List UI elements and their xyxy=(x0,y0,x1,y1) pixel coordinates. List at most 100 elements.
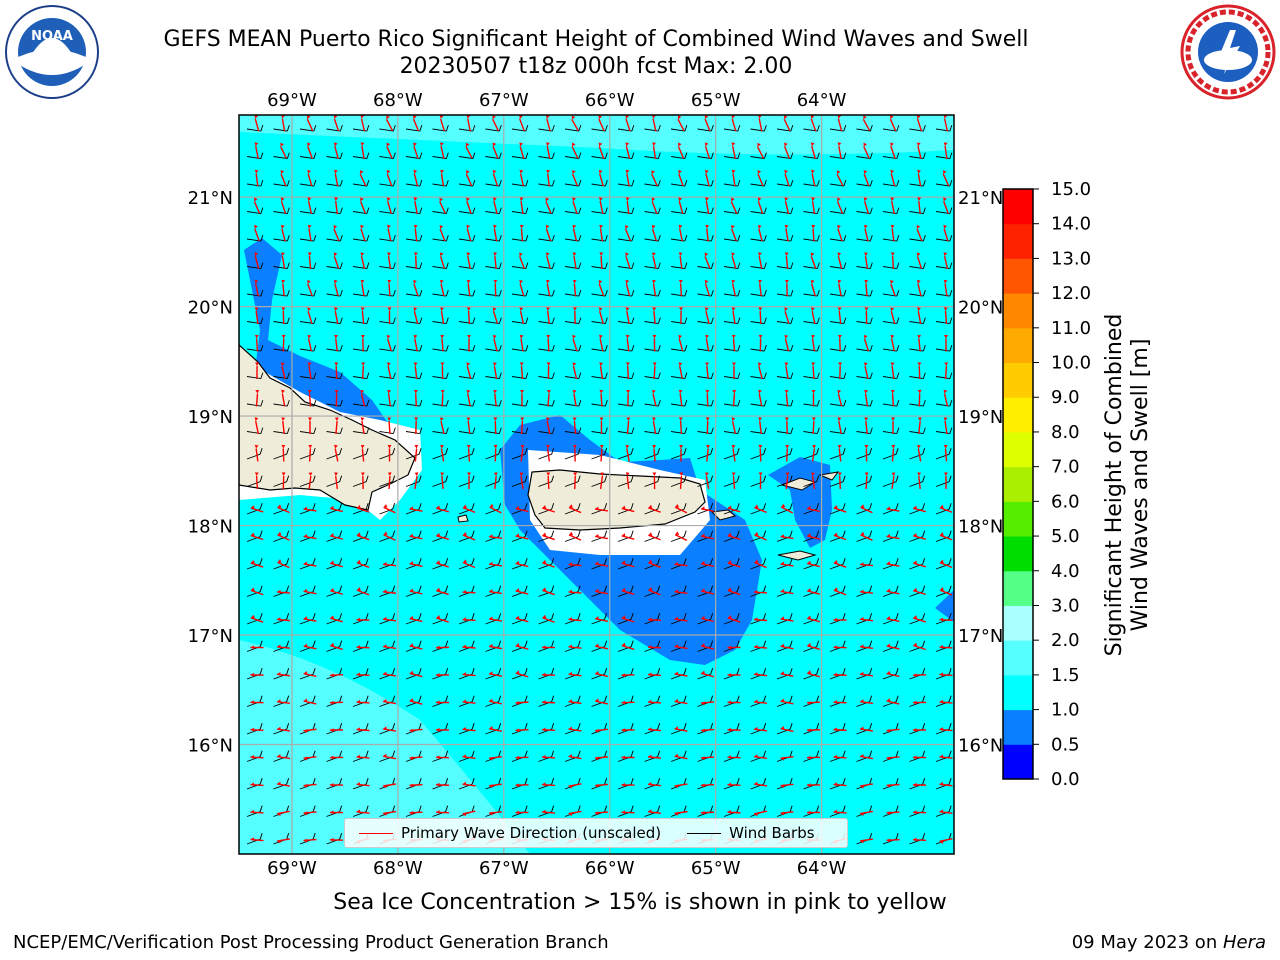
wind-barb-flag xyxy=(260,262,264,269)
wave-arrowhead xyxy=(811,197,815,202)
wind-barb-flag xyxy=(339,530,343,537)
wind-barb-flag xyxy=(445,448,449,455)
wave-arrow xyxy=(674,506,688,514)
wave-arrowhead xyxy=(360,307,365,312)
wind-barb-flag xyxy=(445,585,449,592)
wind-barb-flag xyxy=(392,317,396,324)
wave-arrow xyxy=(282,283,285,297)
wave-arrowhead xyxy=(281,115,285,119)
wind-barb-shaft xyxy=(909,211,924,215)
wind-barb-flag xyxy=(737,427,741,434)
wave-arrowhead xyxy=(599,197,603,202)
wind-barb-flag xyxy=(948,475,952,482)
wind-barb-flag xyxy=(577,448,581,455)
wave-arrowhead xyxy=(785,417,789,422)
wind-barb-flag xyxy=(259,640,263,647)
wave-arrowhead xyxy=(917,444,921,449)
wave-arrow xyxy=(599,475,604,490)
wind-barb-flag xyxy=(524,613,528,620)
wave-arrowhead xyxy=(568,784,573,789)
wave-arrowhead xyxy=(515,728,520,733)
wave-arrowhead xyxy=(359,170,364,175)
wave-arrowhead xyxy=(277,812,281,817)
wind-barb-flag xyxy=(737,152,741,159)
wind-barb-flag xyxy=(577,613,581,620)
wind-barb-flag xyxy=(763,289,767,297)
wind-barb-shaft xyxy=(644,453,658,460)
wave-arrowhead xyxy=(440,472,445,477)
wind-barb-shaft xyxy=(458,183,473,187)
wave-arrowhead xyxy=(515,505,520,510)
wind-barb-flag xyxy=(313,372,317,379)
wave-arrow xyxy=(917,173,922,187)
wave-arrow xyxy=(811,173,816,187)
wave-arrowhead xyxy=(250,837,255,842)
wind-barb-flag xyxy=(895,558,899,565)
wave-arrowhead xyxy=(489,811,493,816)
wind-barb-flag xyxy=(816,750,820,757)
wave-arrow xyxy=(785,228,789,242)
wave-arrow xyxy=(254,256,260,269)
wave-arrow xyxy=(494,475,497,490)
wind-barb-flag xyxy=(922,530,926,537)
colorbar-tick-labels: 15.014.013.012.011.010.09.08.07.06.05.04… xyxy=(1033,179,1091,790)
wind-barb-shaft xyxy=(564,481,579,487)
wave-arrow xyxy=(413,311,419,324)
wind-barb-flag xyxy=(842,750,846,757)
wave-arrowhead xyxy=(916,252,921,257)
wind-barb-flag xyxy=(365,668,369,675)
wave-arrowhead xyxy=(943,115,948,119)
wave-arrow xyxy=(944,420,948,435)
wave-arrow xyxy=(705,311,710,324)
wave-arrow xyxy=(944,310,948,325)
wave-arrow xyxy=(255,145,259,160)
wind-barb-shaft xyxy=(299,266,314,270)
wave-arrowhead xyxy=(254,115,259,119)
wave-arrowhead xyxy=(572,334,576,339)
wave-arrow xyxy=(812,420,815,435)
wind-barb-flag xyxy=(392,234,396,242)
wind-barb-flag xyxy=(843,344,847,352)
wind-barb-flag xyxy=(366,152,370,159)
wind-barb-shaft xyxy=(909,431,924,435)
wind-barb-flag xyxy=(339,503,343,510)
wind-barb-flag xyxy=(630,558,634,565)
wave-arrow xyxy=(308,228,312,242)
wave-arrowhead xyxy=(833,505,838,509)
wind-barb-flag xyxy=(286,289,290,297)
lon-tick-label: 66°W xyxy=(585,858,635,879)
wave-arrowhead xyxy=(886,561,891,566)
wave-arrow xyxy=(388,475,391,490)
wave-arrow xyxy=(598,118,605,132)
wave-arrowhead xyxy=(462,617,467,622)
wind-barb-flag xyxy=(286,124,290,132)
wave-arrowhead xyxy=(886,698,891,702)
wind-barb-flag xyxy=(737,399,741,407)
wind-barb-flag xyxy=(339,778,343,785)
wind-barb-flag xyxy=(551,530,555,537)
lon-tick-label: 67°W xyxy=(479,858,529,879)
wave-arrow xyxy=(839,475,841,490)
wave-arrowhead xyxy=(439,197,443,202)
wind-barb-flag xyxy=(683,805,687,812)
wave-arrowhead xyxy=(621,810,626,815)
wind-barb-flag xyxy=(631,234,635,242)
wind-barb-shaft xyxy=(591,376,606,380)
wind-barb-flag xyxy=(763,805,767,812)
wind-barb-flag xyxy=(313,262,317,269)
wave-arrowhead xyxy=(833,809,838,814)
wave-arrow xyxy=(913,589,926,596)
wave-arrowhead xyxy=(440,444,444,449)
colorbar-segment xyxy=(1003,536,1033,572)
wave-arrow xyxy=(621,590,635,595)
wind-barb-flag xyxy=(763,668,767,675)
wind-barb-shaft xyxy=(538,403,553,407)
wave-arrowhead xyxy=(731,417,736,422)
wave-arrowhead xyxy=(675,503,680,508)
lon-tick-label: 65°W xyxy=(691,858,741,879)
wave-arrowhead xyxy=(280,362,285,367)
wave-arrow xyxy=(759,310,762,325)
wave-arrow xyxy=(625,146,631,159)
wave-arrowhead xyxy=(254,224,258,229)
wind-barb-flag xyxy=(949,207,953,214)
